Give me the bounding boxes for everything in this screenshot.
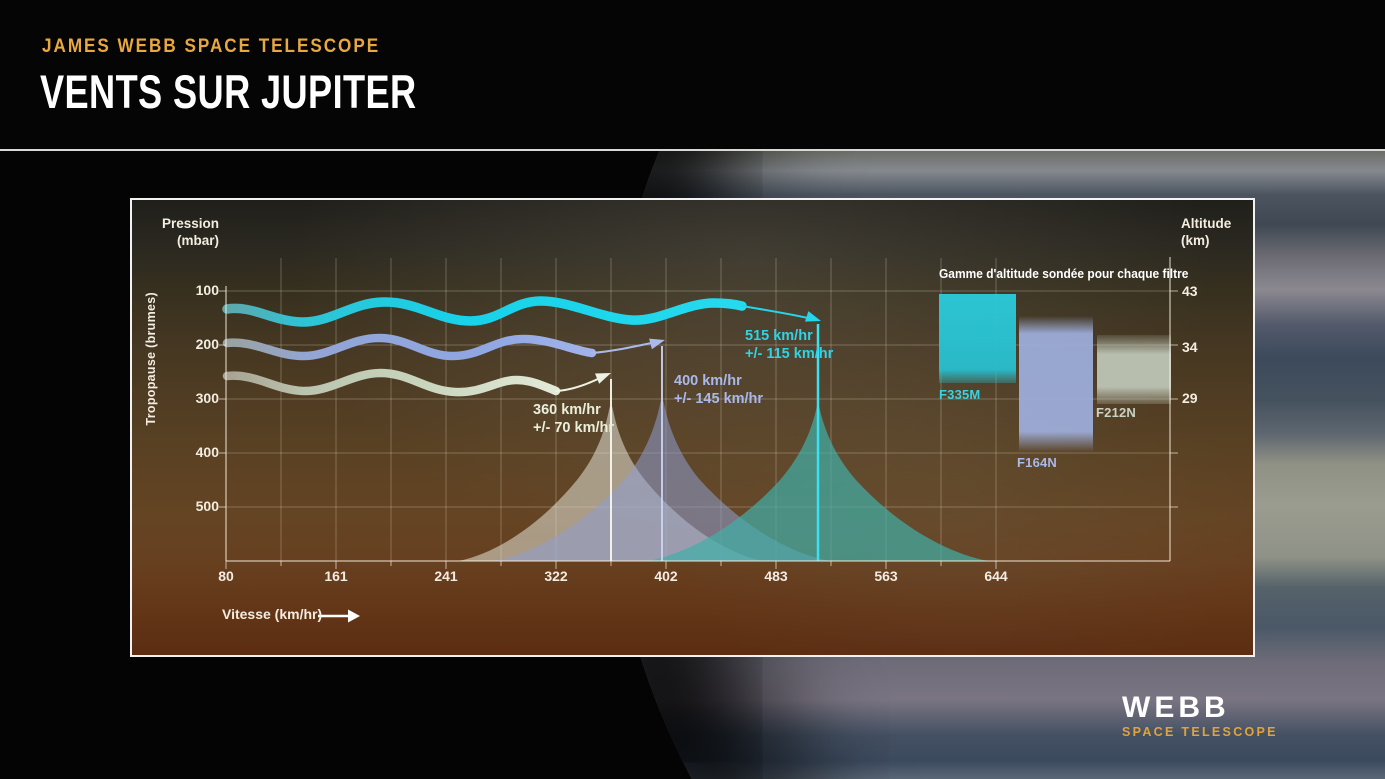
pressure-axis-unit: (mbar) — [176, 233, 219, 248]
annotation-400-speed: 400 km/hr — [674, 373, 742, 389]
speed-tick-241: 241 — [434, 568, 458, 584]
legend-title: Gamme d'altitude sondée pour chaque filt… — [939, 266, 1189, 281]
axis-ticks — [219, 290, 1178, 569]
wind-arrowheads — [595, 311, 821, 384]
ribbon-tail-270 — [555, 376, 603, 392]
filter-label-f164n: F164N — [1017, 455, 1058, 470]
speed-axis-label: Vitesse (km/hr) — [222, 606, 323, 622]
axes — [225, 257, 1171, 562]
speed-tick-80: 80 — [218, 568, 234, 584]
speed-tick-322: 322 — [544, 568, 568, 584]
speed-axis-arrow-icon — [318, 609, 360, 623]
wind-ribbons — [222, 296, 809, 397]
ribbon-tail-130 — [741, 305, 809, 319]
ribbon-130mbar — [222, 296, 747, 327]
filter-bar-f335m — [939, 294, 1016, 383]
arrow-icon-400 — [649, 338, 665, 350]
annotation-515-speed: 515 km/hr — [745, 328, 813, 344]
altitude-axis-unit: (km) — [1181, 233, 1210, 248]
speed-tick-483: 483 — [764, 568, 788, 584]
arrow-icon-360 — [595, 373, 611, 384]
header-kicker: JAMES WEBB SPACE TELESCOPE — [42, 36, 381, 57]
filter-bar-f212n — [1097, 335, 1171, 404]
altitude-axis-title: Altitude — [1181, 216, 1232, 231]
ribbon-200mbar — [222, 333, 597, 361]
speed-tick-563: 563 — [874, 568, 898, 584]
header: JAMES WEBB SPACE TELESCOPE VENTS SUR JUP… — [0, 0, 1385, 150]
speed-tick-402: 402 — [654, 568, 678, 584]
ribbon-tail-200 — [591, 341, 657, 354]
arrow-icon-515 — [805, 311, 821, 322]
page-title: VENTS SUR JUPITER — [40, 65, 417, 118]
annotation-515-error: +/- 115 km/hr — [745, 345, 834, 362]
annotation-360-error: +/- 70 km/hr — [533, 419, 614, 436]
filter-label-f335m: F335M — [939, 387, 981, 402]
webb-logo-wordmark: WEBB — [1122, 691, 1230, 724]
pressure-tick-400: 400 — [195, 444, 219, 460]
pressure-axis-title: Pression — [161, 216, 219, 231]
peak-marker-lines — [610, 324, 820, 561]
annotation-360-speed: 360 km/hr — [533, 402, 601, 418]
altitude-tick-29: 29 — [1182, 390, 1198, 406]
webb-logo-tagline: SPACE TELESCOPE — [1122, 725, 1278, 739]
webb-logo: WEBB SPACE TELESCOPE — [1122, 691, 1278, 740]
speed-tick-161: 161 — [324, 568, 348, 584]
speed-tick-644: 644 — [984, 568, 1008, 584]
filter-label-f212n: F212N — [1096, 405, 1137, 420]
filter-altitude-bars — [939, 294, 1171, 452]
pressure-tick-200: 200 — [195, 336, 219, 352]
annotation-400: 400 km/hr +/- 145 km/hr — [674, 373, 763, 408]
annotation-360: 360 km/hr +/- 70 km/hr — [533, 402, 614, 437]
pressure-tick-100: 100 — [195, 282, 219, 298]
altitude-tick-43: 43 — [1182, 283, 1198, 299]
filter-bar-f164n — [1019, 316, 1093, 452]
header-separator-line — [0, 149, 1385, 151]
ribbon-270mbar — [222, 368, 561, 397]
pressure-tick-300: 300 — [195, 390, 219, 406]
pressure-tick-500: 500 — [195, 498, 219, 514]
annotation-400-error: +/- 145 km/hr — [674, 390, 764, 407]
altitude-tick-34: 34 — [1182, 339, 1198, 355]
annotation-515: 515 km/hr +/- 115 km/hr — [745, 328, 833, 363]
